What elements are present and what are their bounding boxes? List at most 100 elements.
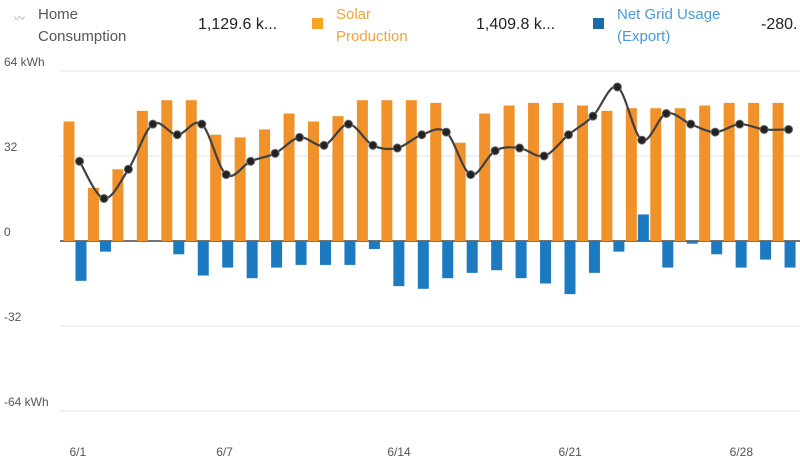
x-tick-label: 6/7 xyxy=(216,445,233,459)
x-tick-label: 6/1 xyxy=(70,445,87,459)
consumption-point xyxy=(172,130,182,140)
grid-bar xyxy=(271,241,283,268)
consumption-point xyxy=(637,135,647,145)
grid-bar xyxy=(613,241,625,252)
y-tick-label: 0 xyxy=(4,225,11,239)
consumption-point xyxy=(735,119,745,129)
solar-bar xyxy=(161,100,173,241)
legend-consumption-value: 1,129.6 k... xyxy=(198,16,278,33)
legend: 〰 Home Consumption 1,129.6 k... Solar Pr… xyxy=(0,0,800,60)
consumption-point xyxy=(612,82,622,92)
grid-bar xyxy=(711,241,723,255)
solar-bar xyxy=(234,137,246,241)
solar-bar xyxy=(625,108,637,241)
solar-bar xyxy=(748,102,760,241)
consumption-point xyxy=(368,140,378,150)
y-tick-label: -32 xyxy=(4,310,22,324)
legend-consumption-label-line2: Consumption xyxy=(38,28,127,45)
grid-bar xyxy=(784,241,796,268)
consumption-point xyxy=(661,109,671,118)
solar-bar xyxy=(185,100,197,241)
grid-bar xyxy=(637,214,649,241)
y-tick-label: 64 kWh xyxy=(4,55,45,69)
consumption-point xyxy=(246,156,256,166)
grid-bar xyxy=(588,241,600,273)
solar-bar xyxy=(430,102,442,241)
grid-bar xyxy=(320,241,331,265)
y-tick-label: -64 kWh xyxy=(4,395,49,409)
solar-bar xyxy=(479,113,491,241)
grid-bar xyxy=(295,241,307,265)
consumption-point xyxy=(710,127,720,137)
grid-bar xyxy=(75,241,87,281)
solar-bar xyxy=(381,100,393,241)
solar-bar xyxy=(308,121,319,241)
solar-bar xyxy=(674,108,686,241)
consumption-point xyxy=(417,130,427,140)
solar-bar xyxy=(283,113,295,241)
consumption-point xyxy=(295,132,305,142)
x-tick-label: 6/28 xyxy=(730,445,754,459)
grid-bar xyxy=(662,241,674,268)
solar-bar xyxy=(699,105,711,241)
x-tick-label: 6/21 xyxy=(559,445,583,459)
consumption-point xyxy=(588,111,598,121)
solar-bar xyxy=(503,105,515,241)
legend-solar-label-line1: Solar xyxy=(336,6,372,23)
solar-bar xyxy=(723,102,735,241)
legend-solar-label-line2: Production xyxy=(336,28,408,45)
grid-bar xyxy=(197,241,209,276)
solar-bar xyxy=(356,100,368,241)
consumption-point xyxy=(270,148,280,158)
consumption-point xyxy=(564,130,573,140)
solar-bar xyxy=(63,121,75,241)
grid-swatch-icon xyxy=(593,18,604,29)
consumption-point xyxy=(515,143,525,153)
solar-bar xyxy=(601,110,613,241)
consumption-point xyxy=(759,124,769,134)
solar-bar xyxy=(528,102,540,241)
consumption-point xyxy=(75,156,84,166)
consumption-point xyxy=(343,119,353,129)
grid-bar xyxy=(564,241,576,295)
grid-bar xyxy=(466,241,478,273)
grid-bar xyxy=(540,241,552,284)
solar-bar xyxy=(87,187,99,241)
consumption-point xyxy=(148,119,158,129)
consumption-point xyxy=(466,170,476,180)
solar-bar xyxy=(332,116,344,241)
consumption-point xyxy=(441,127,451,137)
grid-bar xyxy=(442,241,454,279)
grid-bar xyxy=(417,241,429,289)
solar-bar xyxy=(454,142,466,241)
solar-bar xyxy=(650,108,662,241)
grid-bar xyxy=(760,241,772,260)
consumption-point xyxy=(197,119,207,129)
x-tick-label: 6/14 xyxy=(387,445,411,459)
grid-bar xyxy=(515,241,527,279)
grid-bar xyxy=(368,241,380,249)
grid-bar xyxy=(246,241,258,279)
legend-grid-label-line1: Net Grid Usage xyxy=(617,6,721,23)
consumption-point xyxy=(392,143,402,153)
consumption-point xyxy=(123,164,133,174)
solar-bar xyxy=(259,129,271,241)
grid-bar xyxy=(99,241,111,252)
grid-bar xyxy=(735,241,747,268)
consumption-point xyxy=(490,146,500,156)
legend-solar-value: 1,409.8 k... xyxy=(476,16,556,33)
grid-bar xyxy=(491,241,503,271)
solar-bar xyxy=(112,169,124,241)
consumption-point xyxy=(686,119,696,129)
solar-bar xyxy=(405,100,417,241)
solar-bar xyxy=(552,102,564,241)
solar-bar xyxy=(210,134,222,241)
legend-grid-label-line2: (Export) xyxy=(617,28,671,45)
y-tick-label: 32 xyxy=(4,140,18,154)
legend-grid-value: -280. xyxy=(761,16,798,33)
line-wave-icon: 〰 xyxy=(14,13,25,25)
solar-bar xyxy=(576,105,588,241)
grid-bar xyxy=(173,241,185,255)
consumption-point xyxy=(319,140,329,150)
